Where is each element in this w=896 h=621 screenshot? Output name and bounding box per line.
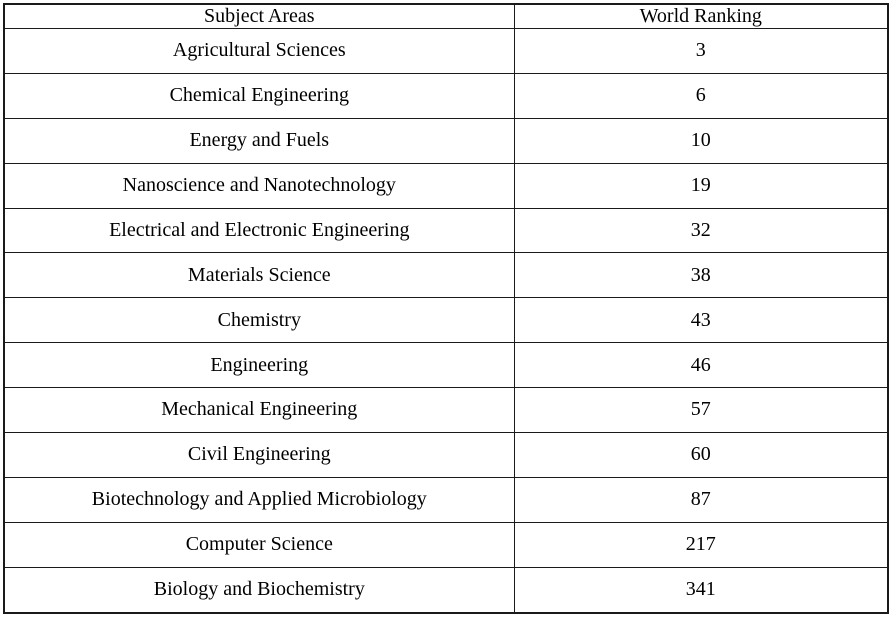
subject-area-cell: Agricultural Sciences: [3, 28, 515, 74]
subject-area-cell: Chemistry: [3, 297, 515, 344]
table-row: Agricultural Sciences 3: [3, 28, 889, 74]
table-row: Biology and Biochemistry 341: [3, 566, 889, 614]
subject-ranking-table: Subject Areas World Ranking Agricultural…: [3, 3, 889, 614]
world-ranking-cell: 6: [513, 72, 889, 119]
world-ranking-cell: 19: [513, 162, 889, 209]
table-row: Civil Engineering 60: [3, 431, 889, 478]
world-ranking-cell: 87: [513, 476, 889, 523]
subject-area-cell: Mechanical Engineering: [3, 387, 515, 433]
table-row: Nanoscience and Nanotechnology 19: [3, 162, 889, 209]
subject-area-cell: Electrical and Electronic Engineering: [3, 207, 515, 254]
table-row: Mechanical Engineering 57: [3, 387, 889, 433]
world-ranking-cell: 3: [513, 28, 889, 74]
table-row: Materials Science 38: [3, 252, 889, 299]
world-ranking-cell: 43: [513, 297, 889, 344]
world-ranking-cell: 46: [513, 342, 889, 388]
subject-area-cell: Nanoscience and Nanotechnology: [3, 162, 515, 209]
world-ranking-cell: 60: [513, 431, 889, 478]
table-row: Engineering 46: [3, 342, 889, 388]
subject-area-cell: Biotechnology and Applied Microbiology: [3, 476, 515, 523]
subject-area-cell: Engineering: [3, 342, 515, 388]
table-row: Biotechnology and Applied Microbiology 87: [3, 476, 889, 523]
world-ranking-cell: 217: [513, 521, 889, 568]
subject-area-cell: Computer Science: [3, 521, 515, 568]
subject-area-cell: Civil Engineering: [3, 431, 515, 478]
table-row: Chemistry 43: [3, 297, 889, 344]
world-ranking-cell: 10: [513, 117, 889, 164]
world-ranking-cell: 38: [513, 252, 889, 299]
subject-area-cell: Energy and Fuels: [3, 117, 515, 164]
subject-area-cell: Chemical Engineering: [3, 72, 515, 119]
table-row: Energy and Fuels 10: [3, 117, 889, 164]
column-header-world-ranking: World Ranking: [513, 3, 889, 29]
world-ranking-cell: 341: [513, 566, 889, 614]
table-body: Agricultural Sciences 3 Chemical Engineeri…: [3, 28, 889, 614]
subject-area-cell: Biology and Biochemistry: [3, 566, 515, 614]
world-ranking-cell: 57: [513, 387, 889, 433]
table-row: Electrical and Electronic Engineering 32: [3, 207, 889, 254]
column-header-subject-areas: Subject Areas: [3, 3, 515, 29]
world-ranking-cell: 32: [513, 207, 889, 254]
table-header-row: Subject Areas World Ranking: [3, 3, 889, 29]
table-row: Computer Science 217: [3, 521, 889, 568]
subject-area-cell: Materials Science: [3, 252, 515, 299]
table-row: Chemical Engineering 6: [3, 72, 889, 119]
